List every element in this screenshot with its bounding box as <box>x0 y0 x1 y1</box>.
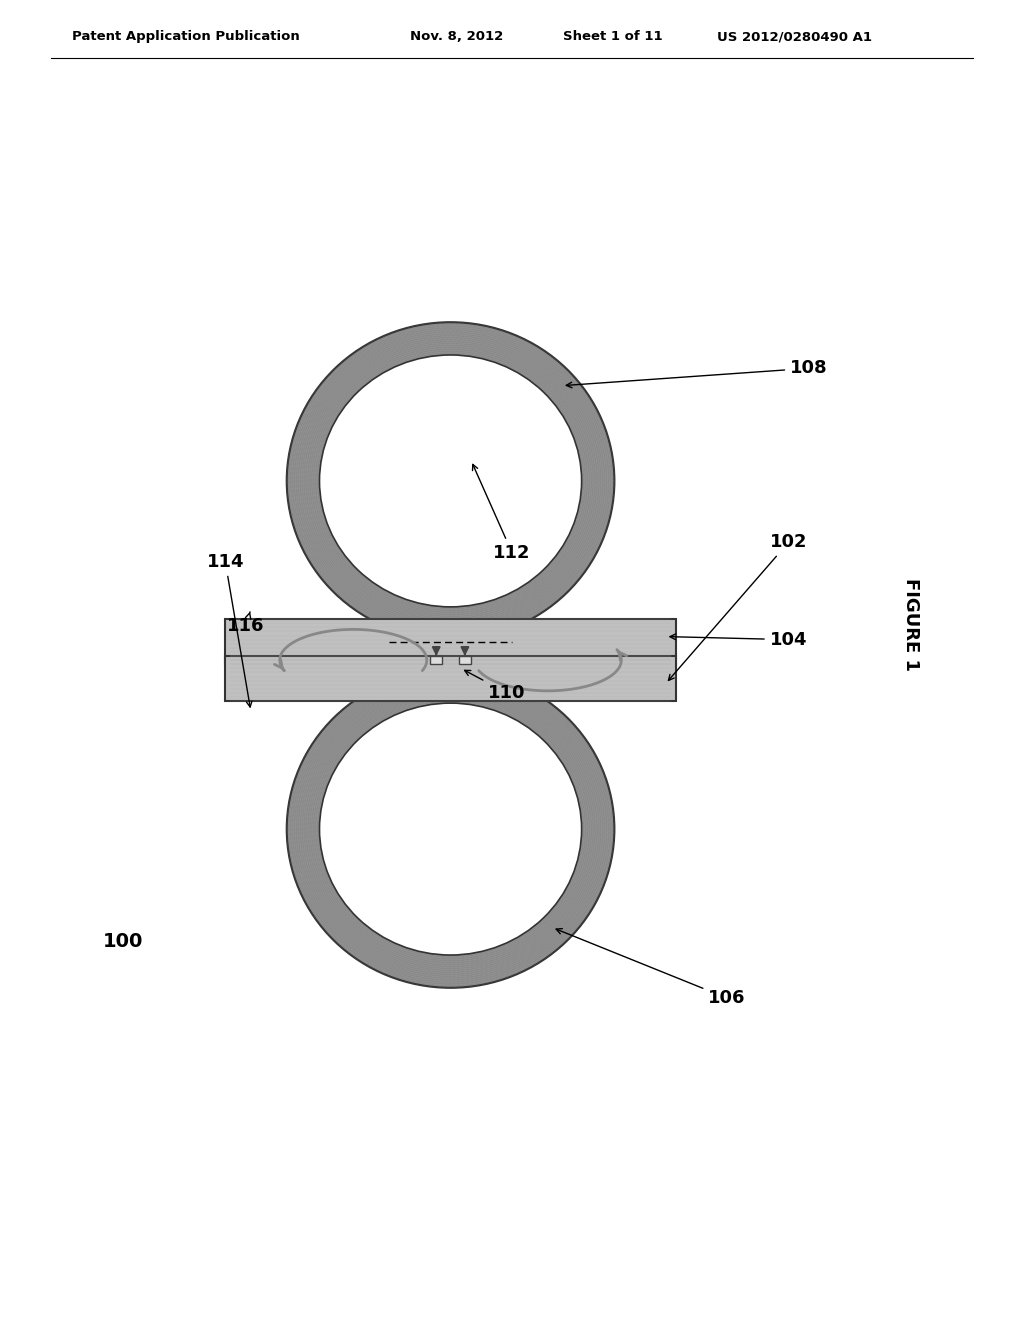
Text: 100: 100 <box>102 932 143 952</box>
Text: 112: 112 <box>472 465 530 561</box>
Bar <box>459 656 471 664</box>
Text: Patent Application Publication: Patent Application Publication <box>72 30 299 44</box>
Text: 108: 108 <box>566 359 827 388</box>
Polygon shape <box>333 619 568 668</box>
Polygon shape <box>333 652 568 701</box>
Ellipse shape <box>319 704 582 956</box>
Ellipse shape <box>287 671 614 987</box>
Text: 114: 114 <box>207 553 252 708</box>
Text: 104: 104 <box>670 631 807 648</box>
Bar <box>225 619 676 664</box>
Ellipse shape <box>319 355 582 607</box>
Text: 110: 110 <box>465 671 525 702</box>
Text: 116: 116 <box>227 612 264 635</box>
Text: 106: 106 <box>556 928 745 1007</box>
Bar <box>430 656 442 664</box>
Text: US 2012/0280490 A1: US 2012/0280490 A1 <box>717 30 871 44</box>
Text: Nov. 8, 2012: Nov. 8, 2012 <box>410 30 503 44</box>
Ellipse shape <box>287 322 614 640</box>
Text: FIGURE 1: FIGURE 1 <box>902 578 921 671</box>
Text: 102: 102 <box>669 533 807 680</box>
Bar <box>225 656 676 701</box>
Text: Sheet 1 of 11: Sheet 1 of 11 <box>563 30 663 44</box>
